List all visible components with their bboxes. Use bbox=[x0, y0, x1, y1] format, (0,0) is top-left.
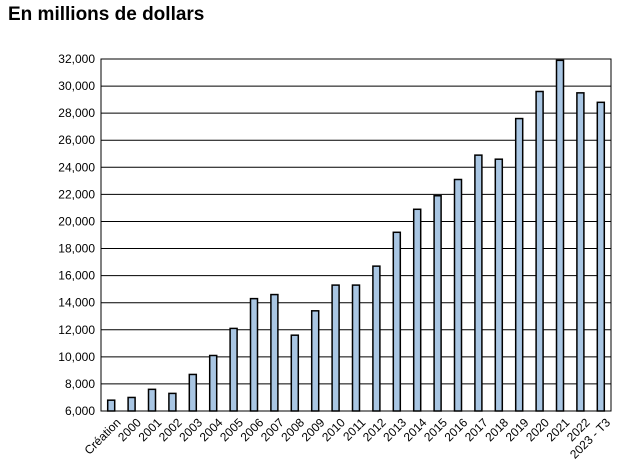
bar bbox=[392, 231, 402, 412]
bar bbox=[535, 90, 544, 412]
plot-frame bbox=[100, 58, 612, 412]
bar bbox=[331, 284, 340, 412]
bar bbox=[208, 354, 218, 412]
bar bbox=[453, 178, 463, 412]
y-tick-label: 6,000 bbox=[65, 404, 95, 418]
y-tick-label: 12,000 bbox=[58, 323, 95, 337]
y-tick-label: 18,000 bbox=[58, 242, 95, 256]
bar bbox=[249, 297, 259, 412]
bar bbox=[229, 327, 238, 412]
bar bbox=[433, 194, 442, 412]
bar bbox=[147, 388, 157, 412]
bar bbox=[270, 293, 279, 412]
y-tick-label: 30,000 bbox=[58, 79, 95, 93]
y-tick-label: 26,000 bbox=[58, 133, 95, 147]
y-tick-label: 24,000 bbox=[58, 160, 95, 174]
bar bbox=[514, 117, 524, 412]
y-tick-label: 32,000 bbox=[58, 52, 95, 66]
y-tick-label: 16,000 bbox=[58, 269, 95, 283]
y-tick-label: 10,000 bbox=[58, 350, 95, 364]
bar bbox=[168, 392, 177, 412]
bar bbox=[310, 310, 320, 412]
chart-title: En millions de dollars bbox=[8, 4, 205, 25]
bar bbox=[596, 101, 606, 412]
y-tick-label: 28,000 bbox=[58, 106, 95, 120]
bar bbox=[412, 208, 422, 412]
bar bbox=[555, 59, 565, 412]
bar bbox=[188, 373, 198, 412]
y-tick-label: 8,000 bbox=[65, 377, 95, 391]
y-axis: 6,000 8,000 10,000 12,000 14,000 16,000 18,000… bbox=[58, 52, 95, 418]
y-tick-label: 20,000 bbox=[58, 214, 95, 228]
x-axis: Création20002001200220032004200520062007… bbox=[82, 415, 614, 461]
bar bbox=[290, 334, 300, 412]
bar bbox=[576, 92, 585, 412]
bar bbox=[106, 399, 116, 412]
bar bbox=[372, 265, 381, 412]
bar bbox=[474, 154, 483, 412]
y-tick-label: 22,000 bbox=[58, 187, 95, 201]
bar bbox=[494, 158, 504, 412]
bar bbox=[127, 396, 136, 412]
bar bbox=[351, 284, 361, 412]
y-tick-label: 14,000 bbox=[58, 296, 95, 310]
